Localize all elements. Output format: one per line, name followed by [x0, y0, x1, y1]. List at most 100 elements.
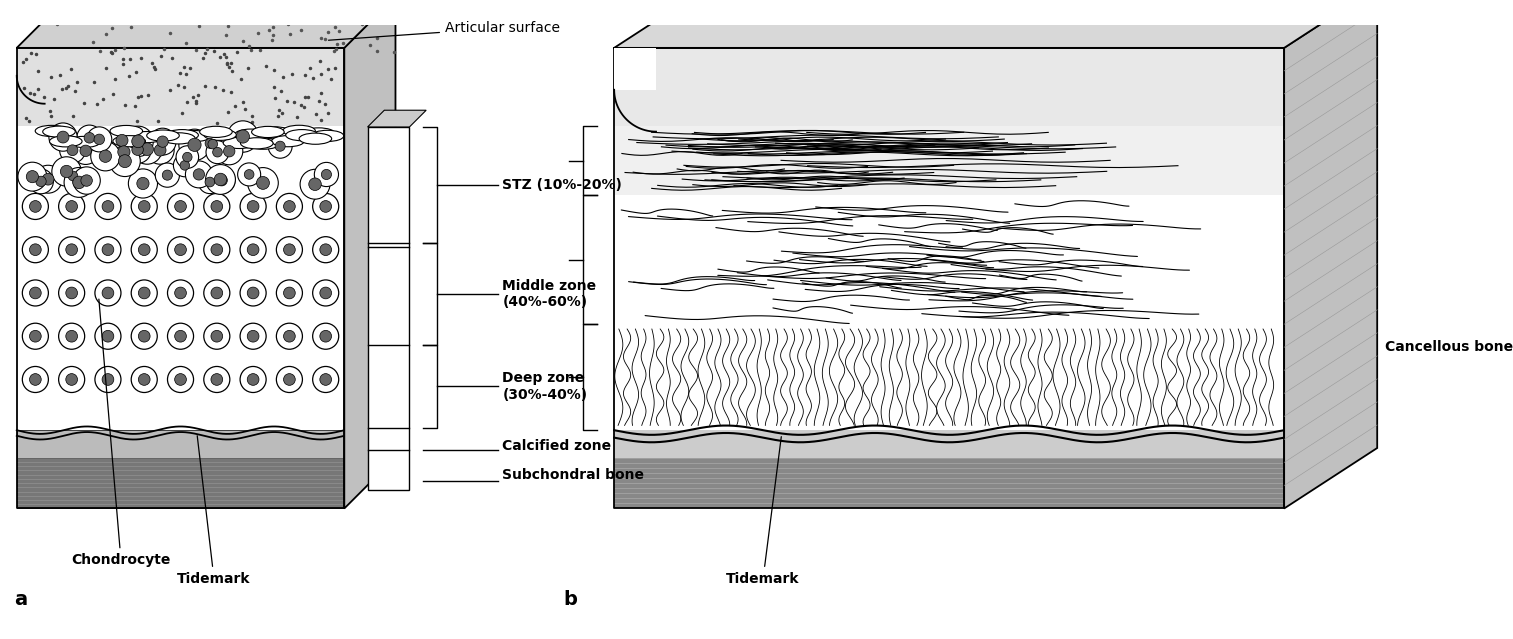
Ellipse shape [110, 125, 142, 137]
Text: Calcified zone: Calcified zone [502, 439, 611, 453]
Text: Tidemark: Tidemark [726, 436, 800, 586]
Circle shape [138, 374, 150, 385]
Circle shape [247, 287, 259, 299]
Circle shape [188, 138, 201, 151]
Circle shape [23, 280, 48, 306]
Circle shape [319, 244, 331, 256]
Circle shape [319, 201, 331, 212]
Circle shape [147, 136, 174, 164]
Circle shape [210, 201, 222, 212]
Circle shape [168, 194, 194, 219]
Circle shape [65, 287, 77, 299]
Text: Tidemark: Tidemark [177, 436, 251, 586]
Ellipse shape [303, 128, 334, 139]
Circle shape [206, 165, 236, 194]
Circle shape [29, 169, 53, 194]
Circle shape [213, 148, 222, 157]
Circle shape [174, 244, 186, 256]
Ellipse shape [147, 130, 179, 141]
Circle shape [67, 145, 77, 156]
Circle shape [95, 236, 121, 263]
Circle shape [210, 287, 222, 299]
Circle shape [77, 125, 101, 150]
Ellipse shape [68, 136, 100, 148]
Circle shape [206, 141, 228, 164]
Circle shape [244, 169, 254, 180]
Circle shape [101, 201, 113, 212]
Polygon shape [1285, 0, 1377, 509]
Polygon shape [614, 324, 1285, 430]
Circle shape [198, 171, 221, 194]
Circle shape [59, 366, 85, 392]
Circle shape [241, 323, 266, 350]
Ellipse shape [42, 126, 76, 137]
Circle shape [95, 194, 121, 219]
Text: b: b [563, 590, 576, 609]
Circle shape [321, 169, 331, 180]
Circle shape [174, 201, 186, 212]
Circle shape [309, 178, 321, 190]
Text: STZ (10%-20%): STZ (10%-20%) [502, 178, 622, 192]
Circle shape [80, 145, 91, 157]
Ellipse shape [283, 125, 315, 137]
Circle shape [29, 244, 41, 256]
Text: Cancellous bone: Cancellous bone [1384, 341, 1513, 354]
Circle shape [277, 194, 303, 219]
Circle shape [107, 126, 136, 155]
Text: Articular surface: Articular surface [328, 21, 560, 40]
Ellipse shape [50, 135, 82, 147]
Circle shape [42, 173, 54, 185]
Polygon shape [614, 458, 1285, 509]
Circle shape [132, 194, 157, 219]
Circle shape [283, 201, 295, 212]
Polygon shape [614, 48, 1285, 509]
Circle shape [179, 129, 210, 160]
Polygon shape [368, 127, 410, 490]
Circle shape [241, 280, 266, 306]
Circle shape [129, 169, 157, 198]
Circle shape [283, 374, 295, 385]
Circle shape [100, 150, 112, 162]
Polygon shape [17, 0, 395, 48]
Circle shape [215, 173, 227, 186]
Circle shape [65, 244, 77, 256]
Circle shape [141, 143, 153, 155]
Ellipse shape [162, 133, 195, 144]
Circle shape [174, 330, 186, 342]
Ellipse shape [300, 133, 331, 144]
Circle shape [73, 167, 100, 194]
Circle shape [313, 366, 339, 392]
Text: Subchondral bone: Subchondral bone [502, 468, 645, 482]
Circle shape [136, 178, 150, 190]
Circle shape [236, 130, 250, 143]
Circle shape [183, 152, 192, 162]
Circle shape [216, 174, 227, 186]
Text: Middle zone
(40%-60%): Middle zone (40%-60%) [502, 279, 596, 309]
Polygon shape [614, 430, 1285, 458]
Circle shape [73, 176, 85, 189]
Circle shape [210, 374, 222, 385]
Circle shape [95, 280, 121, 306]
Circle shape [29, 287, 41, 299]
Circle shape [36, 176, 47, 187]
Circle shape [18, 162, 47, 191]
Circle shape [257, 176, 269, 189]
Circle shape [59, 323, 85, 350]
Circle shape [300, 169, 330, 199]
Circle shape [150, 128, 176, 155]
Circle shape [62, 164, 85, 187]
Circle shape [313, 323, 339, 350]
Circle shape [91, 141, 120, 171]
Circle shape [204, 323, 230, 350]
Circle shape [48, 123, 77, 151]
Circle shape [132, 323, 157, 350]
Polygon shape [17, 196, 345, 430]
Circle shape [132, 144, 144, 155]
Circle shape [59, 236, 85, 263]
Circle shape [174, 154, 197, 177]
Circle shape [209, 167, 235, 194]
Circle shape [29, 330, 41, 342]
Circle shape [65, 330, 77, 342]
Text: Chondrocyte: Chondrocyte [71, 299, 171, 567]
Circle shape [23, 194, 48, 219]
